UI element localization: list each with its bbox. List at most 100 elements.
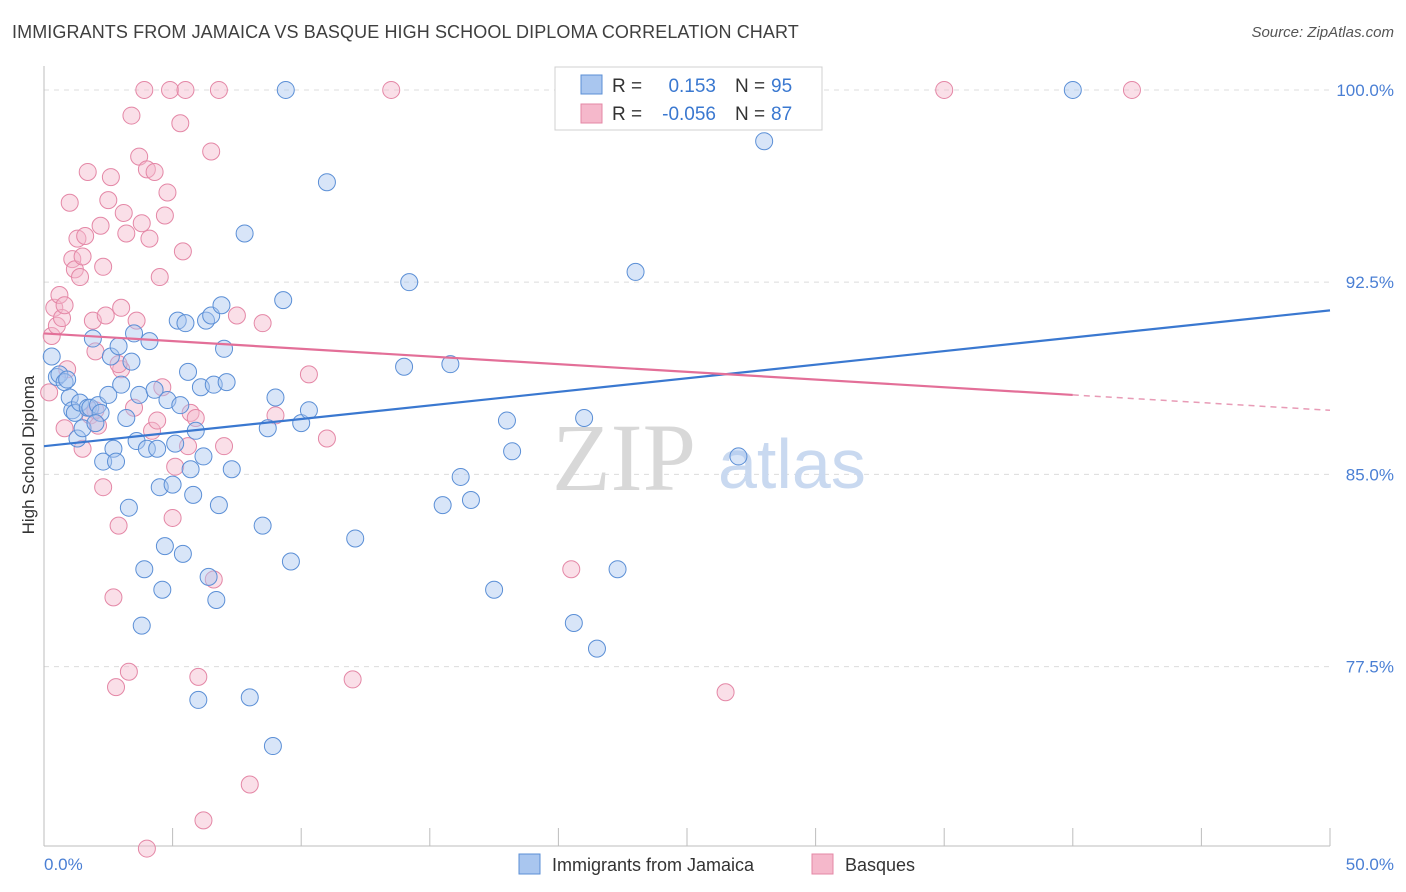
jamaica-point <box>1063 80 1082 99</box>
stats-n-label: N = <box>735 76 765 97</box>
basques-point <box>122 106 141 125</box>
basques-point <box>73 439 92 458</box>
jamaica-point <box>274 291 293 310</box>
jamaica-point <box>626 262 645 281</box>
stats-r-basques: -0.056 <box>662 104 716 125</box>
basques-point <box>76 227 95 246</box>
basques-point <box>1122 80 1141 99</box>
legend-label-jamaica: Immigrants from Jamaica <box>552 855 755 875</box>
jamaica-point <box>153 580 172 599</box>
legend-swatch-jamaica <box>518 853 541 875</box>
jamaica-point <box>209 496 228 515</box>
jamaica-point <box>117 408 136 427</box>
legend-swatch-basques <box>811 853 834 875</box>
basques-point <box>163 508 182 527</box>
jamaica-point <box>135 560 154 579</box>
jamaica-point <box>497 411 516 430</box>
basques-point <box>91 216 110 235</box>
basques-point <box>55 296 74 315</box>
jamaica-point <box>189 690 208 709</box>
basques-point <box>112 298 131 317</box>
jamaica-point <box>173 544 192 563</box>
jamaica-point <box>171 396 190 415</box>
basques-point <box>562 560 581 579</box>
stats-r-label: R = <box>612 76 642 97</box>
jamaica-point <box>176 314 195 333</box>
legend: Immigrants from Jamaica Basques <box>518 853 915 875</box>
jamaica-point <box>346 529 365 548</box>
y-tick-label: 77.5% <box>1346 658 1394 677</box>
jamaica-point <box>112 375 131 394</box>
stats-box: R = 0.153 N = 95 R = -0.056 N = 87 <box>554 66 823 131</box>
jamaica-point <box>155 537 174 556</box>
jamaica-point <box>222 460 241 479</box>
jamaica-trend-line <box>43 309 1331 448</box>
basques-point <box>71 268 90 287</box>
basques-point <box>173 242 192 261</box>
basques-point <box>63 250 82 269</box>
basques-point <box>317 429 336 448</box>
jamaica-point <box>130 385 149 404</box>
basques-point <box>158 183 177 202</box>
jamaica-point <box>184 485 203 504</box>
basques-point <box>194 811 213 830</box>
jamaica-point <box>253 516 272 535</box>
basques-point <box>716 683 735 702</box>
basques-point <box>40 383 59 402</box>
jamaica-point <box>194 447 213 466</box>
jamaica-point <box>281 552 300 571</box>
basques-point <box>382 80 401 99</box>
basques-point <box>109 516 128 535</box>
basques-point <box>114 203 133 222</box>
basques-point <box>181 403 200 422</box>
stats-n-basques: 87 <box>771 104 792 125</box>
jamaica-point <box>163 475 182 494</box>
basques-point <box>150 268 169 287</box>
y-tick-label: 100.0% <box>1336 81 1394 100</box>
jamaica-point <box>433 496 452 515</box>
jamaica-point <box>564 614 583 633</box>
jamaica-point <box>91 403 110 422</box>
basques-point <box>104 588 123 607</box>
jamaica-point <box>299 401 318 420</box>
y-tick-label: 92.5% <box>1346 273 1394 292</box>
jamaica-point <box>729 447 748 466</box>
basques-point <box>202 142 221 161</box>
basques-point <box>204 570 223 589</box>
jamaica-point <box>83 329 102 348</box>
stats-swatch-basques <box>580 103 603 124</box>
basques-point <box>155 206 174 225</box>
stats-r-jamaica: 0.153 <box>668 76 716 97</box>
basques-point <box>166 457 185 476</box>
basques-point <box>343 670 362 689</box>
basques-point <box>101 168 120 187</box>
jamaica-point <box>441 355 460 374</box>
jamaica-point <box>400 273 419 292</box>
jamaica-point <box>587 639 606 658</box>
jamaica-point <box>608 560 627 579</box>
basques-point <box>119 662 138 681</box>
basques-point <box>215 437 234 456</box>
jamaica-point <box>485 580 504 599</box>
jamaica-point <box>122 352 141 371</box>
basques-point <box>145 162 164 181</box>
jamaica-point <box>575 408 594 427</box>
jamaica-point <box>42 347 61 366</box>
jamaica-point <box>755 132 774 151</box>
jamaica-point <box>58 370 77 389</box>
jamaica-point <box>179 362 198 381</box>
jamaica-points <box>42 80 1082 756</box>
jamaica-point <box>107 452 126 471</box>
watermark-zip: ZIP <box>552 404 696 511</box>
x-tick-labels: 0.0% 50.0% <box>44 855 1394 874</box>
jamaica-point <box>145 380 164 399</box>
y-tick-label: 85.0% <box>1346 465 1394 484</box>
trend-lines <box>43 309 1331 448</box>
basques-point <box>112 360 131 379</box>
basques-point <box>99 191 118 210</box>
basques-point <box>132 214 151 233</box>
basques-point <box>171 114 190 133</box>
basques-point <box>137 839 156 858</box>
legend-label-basques: Basques <box>845 855 915 875</box>
